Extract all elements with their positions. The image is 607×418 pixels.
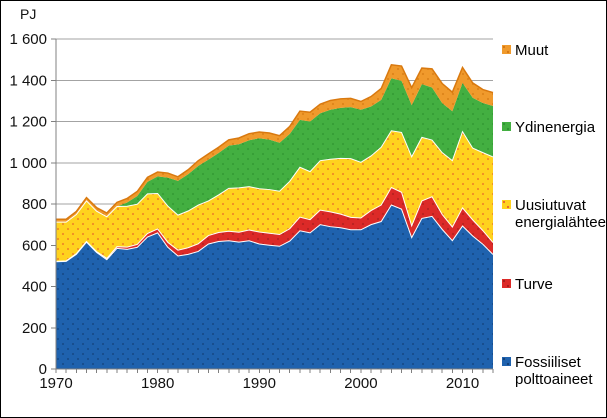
y-axis-unit-label: PJ [20,6,37,22]
x-tick-label: 1980 [141,375,174,392]
legend-item-ydinenergia: Ydinenergia [502,119,595,136]
y-tick-label: 1 600 [9,31,47,48]
legend-swatch-fossiiliset [502,357,511,366]
boundary-fossil [55,204,494,263]
legend-label-ydinenergia: Ydinenergia [515,119,596,136]
boundary-peat [55,186,494,262]
y-tick-label: 400 [22,279,47,296]
boundary-renewables [56,130,494,223]
legend-item-fossiiliset: Fossiiliset polttoaineet [502,354,606,388]
y-tick-label: 600 [22,237,47,254]
legend-swatch-turve [502,279,511,288]
y-tick-label: 1 400 [9,72,47,89]
area-fossil [56,205,493,369]
x-tick-label: 2000 [344,375,377,392]
legend-label-uusiutuvat: Uusiutuvat energialähteet [515,197,607,231]
area-renewables [56,130,493,262]
legend-swatch-ydinenergia [502,122,511,131]
legend-swatch-muut [502,45,511,54]
x-tick-label: 2010 [446,375,479,392]
y-tick-label: 1 000 [9,155,47,172]
legend-item-muut: Muut [502,42,548,59]
boundary-others [56,63,494,221]
x-tick-label: 1990 [243,375,276,392]
area-nuclear [56,78,493,223]
x-tick-label: 1970 [39,375,72,392]
y-tick-label: 800 [22,196,47,213]
legend-swatch-uusiutuvat [502,200,511,209]
y-tick-label: 200 [22,320,47,337]
legend-item-uusiutuvat: Uusiutuvat energialähteet [502,197,607,231]
chart-legend: Muut Ydinenergia Uusiutuvat energialähte… [502,1,606,417]
legend-label-muut: Muut [515,42,549,59]
legend-label-turve: Turve [515,276,553,293]
y-tick-label: 1 200 [9,114,47,131]
legend-label-fossiiliset: Fossiiliset polttoaineet [515,354,593,388]
y-tick-label: 0 [39,361,47,378]
legend-item-turve: Turve [502,276,553,293]
